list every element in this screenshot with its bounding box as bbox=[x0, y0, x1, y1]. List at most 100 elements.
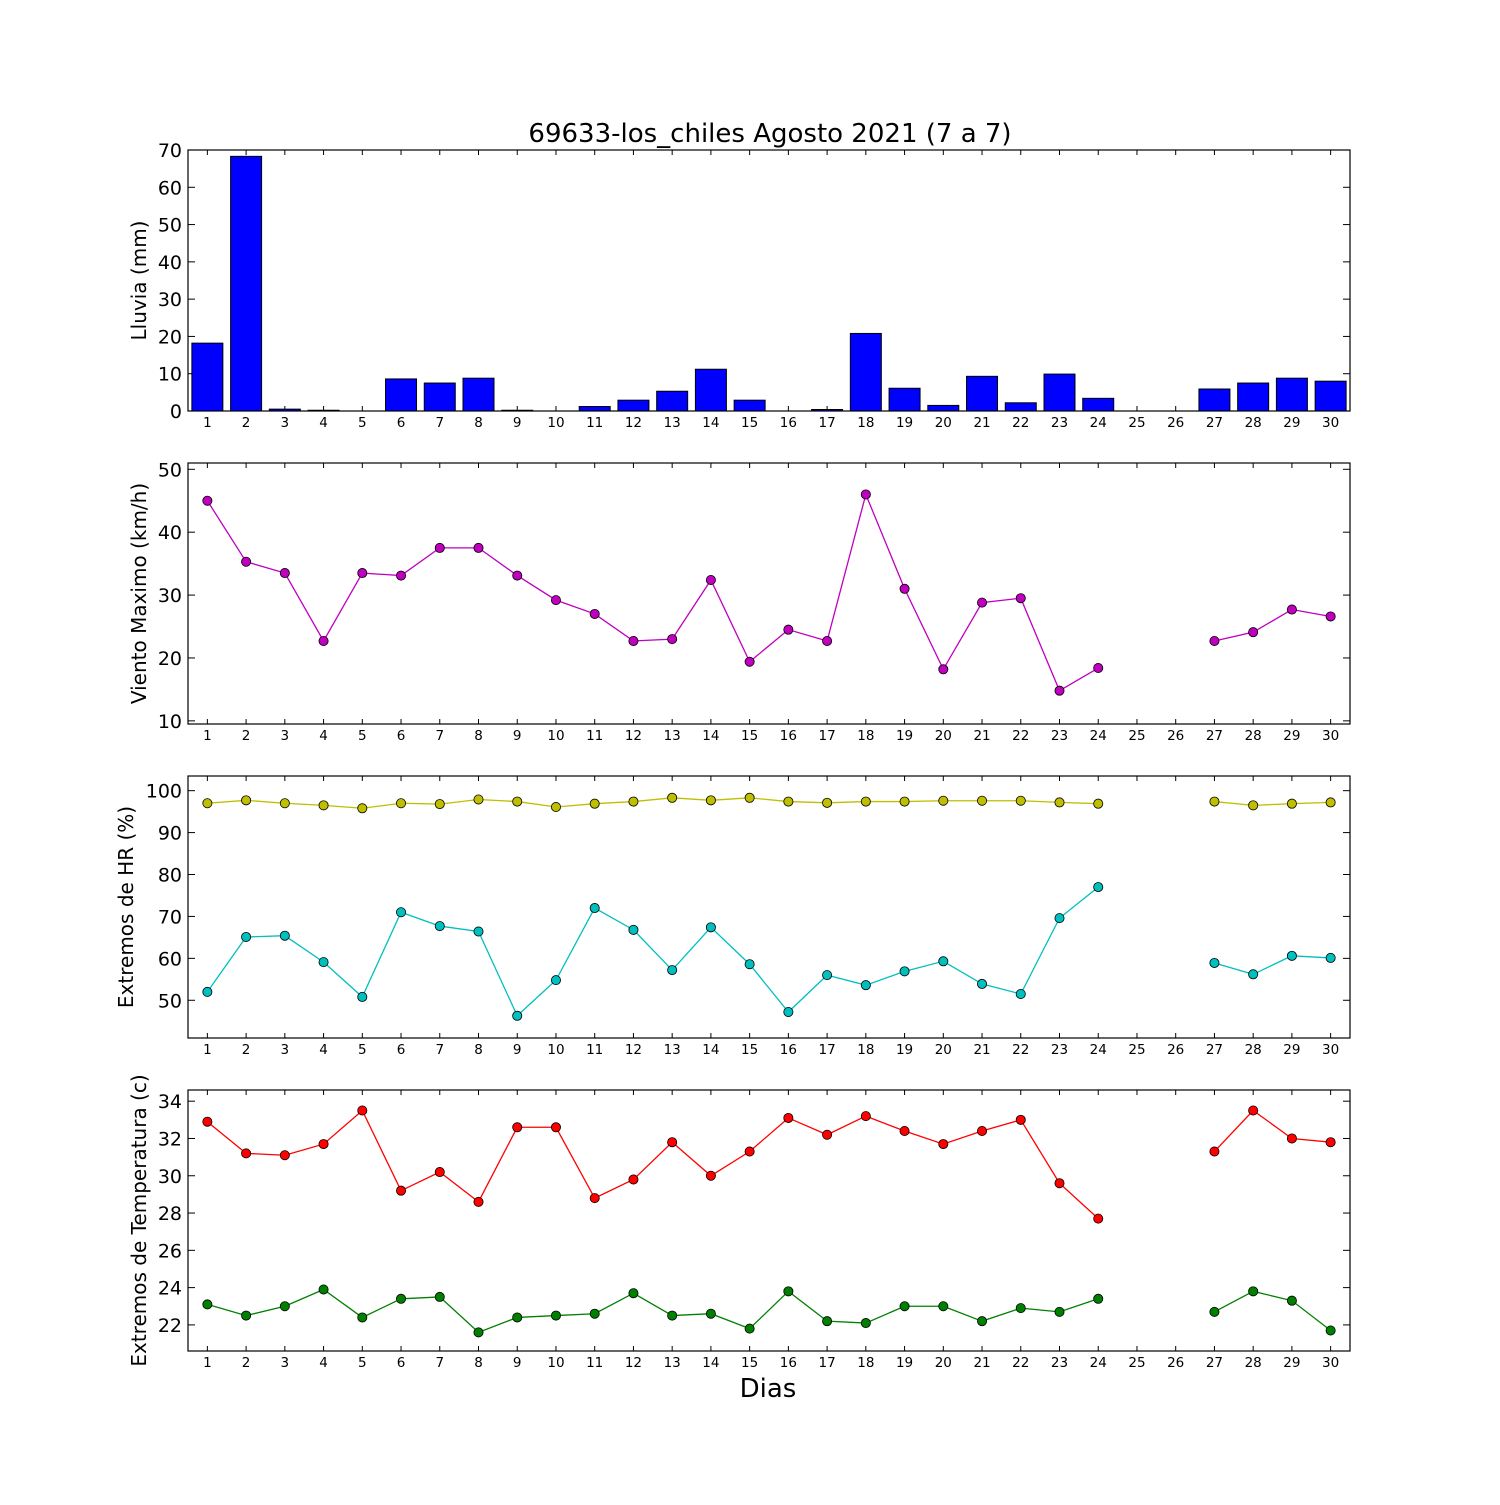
x-tick-label: 14 bbox=[702, 728, 719, 744]
y-tick-label: 10 bbox=[158, 364, 182, 386]
x-tick-label: 15 bbox=[741, 1355, 758, 1371]
data-point bbox=[1248, 627, 1259, 638]
data-point bbox=[550, 1122, 561, 1133]
plot-frame bbox=[187, 149, 1351, 412]
data-point bbox=[434, 1167, 445, 1178]
x-tick-label: 25 bbox=[1128, 1042, 1145, 1058]
x-tick-label: 30 bbox=[1322, 728, 1339, 744]
data-point bbox=[667, 634, 678, 645]
x-tick-label: 25 bbox=[1128, 1355, 1145, 1371]
x-tick-label: 27 bbox=[1206, 1042, 1223, 1058]
y-tick-label: 70 bbox=[158, 906, 182, 928]
y-tick-label: 32 bbox=[158, 1128, 182, 1150]
data-point bbox=[1093, 663, 1104, 674]
data-point bbox=[1325, 1325, 1336, 1336]
x-tick-label: 5 bbox=[358, 1355, 367, 1371]
y-tick-label: 50 bbox=[158, 459, 182, 481]
data-point bbox=[667, 1310, 678, 1321]
data-point bbox=[1209, 1146, 1220, 1157]
data-point bbox=[202, 1116, 213, 1127]
y-tick-label: 26 bbox=[158, 1240, 182, 1262]
data-point bbox=[1054, 913, 1065, 924]
x-tick-label: 26 bbox=[1167, 1355, 1184, 1371]
data-point bbox=[550, 802, 561, 813]
data-point bbox=[899, 1301, 910, 1312]
x-tick-label: 25 bbox=[1128, 415, 1145, 431]
x-tick-label: 30 bbox=[1322, 1355, 1339, 1371]
data-point bbox=[822, 1316, 833, 1327]
bar bbox=[927, 404, 960, 412]
y-tick-label: 50 bbox=[158, 990, 182, 1012]
data-point bbox=[1015, 988, 1026, 999]
x-tick-label: 16 bbox=[780, 415, 797, 431]
data-point bbox=[589, 798, 600, 809]
x-tick-label: 2 bbox=[242, 1355, 251, 1371]
data-point bbox=[822, 970, 833, 981]
data-point bbox=[357, 1312, 368, 1323]
x-tick-label: 21 bbox=[973, 1042, 990, 1058]
y-axis-label: Extremos de HR (%) bbox=[114, 806, 138, 1008]
data-point bbox=[860, 1111, 871, 1122]
data-point bbox=[1248, 1105, 1259, 1116]
x-tick-label: 20 bbox=[935, 1042, 952, 1058]
x-tick-label: 28 bbox=[1245, 415, 1262, 431]
chart-title: 69633-los_chiles Agosto 2021 (7 a 7) bbox=[528, 119, 1011, 149]
data-point bbox=[938, 664, 949, 675]
data-point bbox=[512, 796, 523, 807]
data-point bbox=[1248, 800, 1259, 811]
data-point bbox=[899, 966, 910, 977]
x-tick-label: 29 bbox=[1283, 728, 1300, 744]
bar bbox=[1082, 397, 1115, 412]
x-tick-label: 19 bbox=[896, 728, 913, 744]
data-point bbox=[202, 495, 213, 506]
bar bbox=[733, 399, 766, 412]
data-point bbox=[434, 799, 445, 810]
x-tick-label: 3 bbox=[281, 415, 290, 431]
y-tick-label: 40 bbox=[158, 252, 182, 274]
x-tick-label: 6 bbox=[397, 1355, 406, 1371]
y-tick-label: 90 bbox=[158, 823, 182, 845]
x-tick-label: 8 bbox=[474, 728, 483, 744]
y-tick-label: 34 bbox=[158, 1091, 182, 1113]
bar bbox=[1004, 402, 1037, 412]
x-tick-label: 23 bbox=[1051, 1355, 1068, 1371]
data-point bbox=[860, 796, 871, 807]
x-tick-label: 15 bbox=[741, 415, 758, 431]
data-point bbox=[241, 1148, 252, 1159]
x-tick-label: 4 bbox=[319, 728, 328, 744]
x-tick-label: 8 bbox=[474, 1355, 483, 1371]
data-point bbox=[705, 1308, 716, 1319]
data-point bbox=[473, 1327, 484, 1338]
bar bbox=[191, 342, 224, 412]
data-point bbox=[783, 624, 794, 635]
data-point bbox=[357, 1105, 368, 1116]
data-point bbox=[512, 570, 523, 581]
data-point bbox=[667, 965, 678, 976]
data-point bbox=[1325, 797, 1336, 808]
x-tick-label: 11 bbox=[586, 1042, 603, 1058]
x-tick-label: 24 bbox=[1090, 728, 1107, 744]
x-axis-label: Dias bbox=[740, 1374, 797, 1404]
data-point bbox=[667, 1137, 678, 1148]
y-tick-label: 10 bbox=[158, 711, 182, 733]
bar bbox=[385, 378, 418, 412]
x-tick-label: 13 bbox=[664, 728, 681, 744]
x-tick-label: 5 bbox=[358, 728, 367, 744]
x-tick-label: 21 bbox=[973, 1355, 990, 1371]
y-tick-label: 28 bbox=[158, 1203, 182, 1225]
x-tick-label: 19 bbox=[896, 1355, 913, 1371]
data-point bbox=[1093, 882, 1104, 893]
series-line bbox=[1214, 800, 1331, 806]
y-tick-label: 60 bbox=[158, 948, 182, 970]
series-line bbox=[206, 492, 1099, 692]
bar bbox=[888, 387, 921, 412]
data-point bbox=[1054, 1306, 1065, 1317]
data-point bbox=[628, 1288, 639, 1299]
data-point bbox=[473, 926, 484, 937]
data-point bbox=[1015, 1303, 1026, 1314]
x-tick-label: 11 bbox=[586, 1355, 603, 1371]
x-tick-label: 1 bbox=[203, 415, 212, 431]
data-point bbox=[279, 1150, 290, 1161]
